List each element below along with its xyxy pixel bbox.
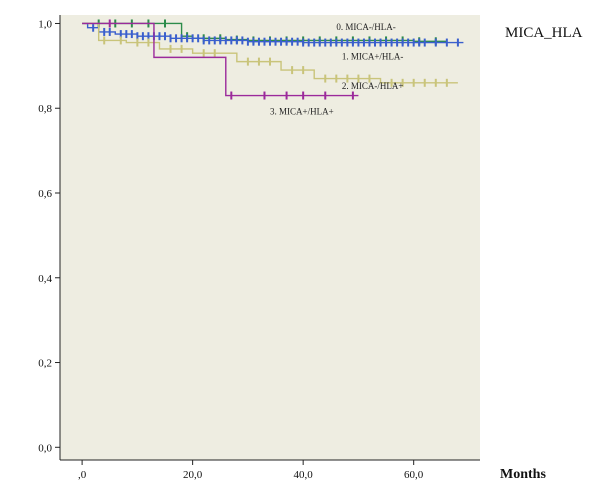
series-annotation: 2. MICA-/HLA+ (342, 81, 404, 91)
series-annotation: 3. MICA+/HLA+ (270, 107, 334, 117)
y-tick-label: 0,8 (38, 103, 52, 115)
y-tick-label: 0,6 (38, 188, 52, 200)
y-tick-label: 0,2 (38, 358, 52, 370)
annotations: 0. MICA-/HLA- 1. MICA+/HLA- 2. MICA-/HLA+ 3… (270, 22, 403, 117)
ticks: 0,0 0,2 0,4 0,6 0,8 1,0 ,0 20,0 40,0 60,0 (38, 18, 424, 481)
series-annotation: 1. MICA+/HLA- (342, 52, 404, 62)
series-annotation: 0. MICA-/HLA- (336, 22, 396, 32)
x-tick-label: 60,0 (404, 469, 424, 481)
plot-area (60, 15, 480, 460)
x-tick-label: ,0 (78, 469, 87, 481)
series-3 (82, 19, 359, 100)
series-lines (82, 19, 464, 100)
axes (59, 15, 480, 461)
x-tick-label: 20,0 (183, 469, 203, 481)
series-2 (82, 22, 458, 87)
y-tick-label: 1,0 (38, 18, 52, 30)
y-tick-label: 0,4 (38, 273, 52, 285)
x-tick-label: 40,0 (294, 469, 314, 481)
y-tick-label: 0,0 (38, 442, 52, 454)
x-axis-label: Months (500, 467, 546, 482)
series-line (82, 22, 359, 97)
legend-title: MICA_HLA (505, 25, 583, 41)
